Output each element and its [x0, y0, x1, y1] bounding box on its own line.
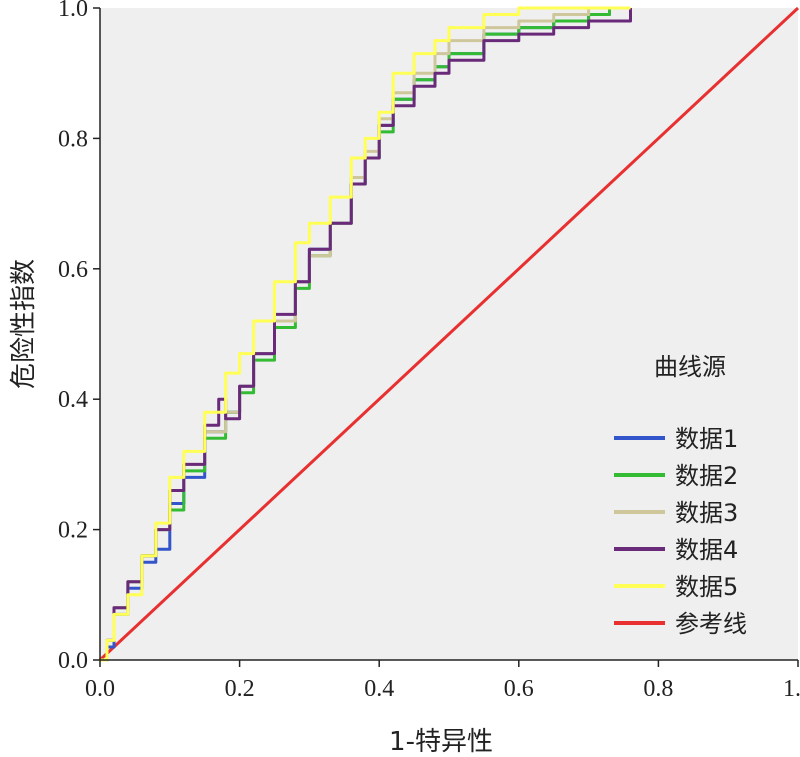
- legend-label-1: 数据1: [675, 425, 738, 453]
- legend-label-6: 参考线: [675, 610, 747, 638]
- series-layer: [98, 6, 800, 662]
- legend-label-3: 数据3: [675, 499, 738, 527]
- legend-label-2: 数据2: [675, 462, 738, 490]
- series-line-5: [100, 6, 631, 662]
- y-tick-label: 0.4: [58, 387, 88, 413]
- x-tick-label: 0.2: [225, 676, 255, 702]
- legend-label-5: 数据5: [675, 573, 738, 601]
- y-tick-label: 0.6: [58, 257, 88, 283]
- x-tick-label: 0.4: [364, 676, 394, 702]
- y-tick-label: 0.8: [58, 126, 88, 152]
- x-tick-label: 1.0: [783, 676, 800, 702]
- x-tick-label: 0.6: [504, 676, 534, 702]
- y-axis-title: 危险性指数: [9, 259, 39, 389]
- x-tick-label: 0.0: [85, 676, 115, 702]
- x-axis-title: 1-特异性: [389, 727, 493, 757]
- series-line-6: [98, 6, 800, 662]
- y-tick-label: 0.0: [58, 648, 88, 674]
- y-tick-label: 0.2: [58, 518, 88, 544]
- axes-layer: 0.0 0.2 0.4 0.6 0.8 1.0 0.0 0.2 0.4 0.6 0.8 1.0 1-特异…: [9, 0, 800, 757]
- legend-label-4: 数据4: [675, 536, 738, 564]
- legend-title: 曲线源: [654, 353, 726, 381]
- x-tick-label: 0.8: [643, 676, 673, 702]
- y-tick-label: 1.0: [58, 0, 88, 22]
